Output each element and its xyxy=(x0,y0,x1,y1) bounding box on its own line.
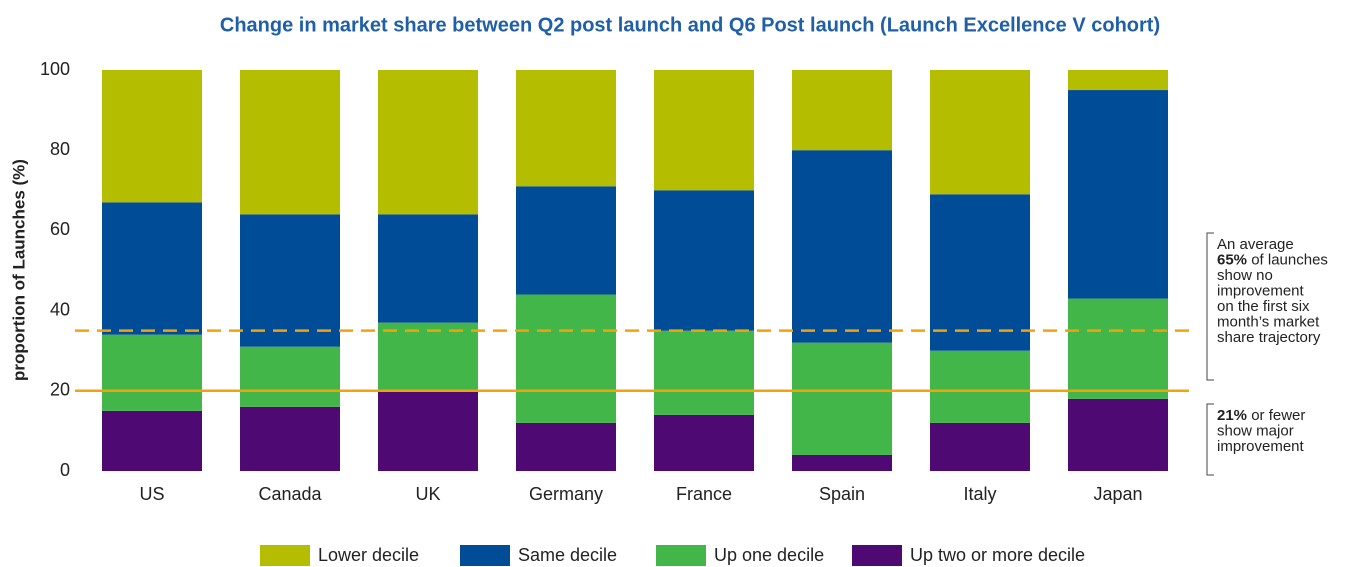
annotation-text: or fewer xyxy=(1251,407,1305,424)
bar-segment xyxy=(240,406,340,471)
annotation-bold: 21% xyxy=(1217,407,1247,424)
bar-segment xyxy=(378,70,478,215)
bar-segment xyxy=(516,70,616,187)
bar-segment xyxy=(240,346,340,407)
bar-segment xyxy=(516,422,616,471)
legend-label: Same decile xyxy=(518,545,617,565)
bar-segment xyxy=(240,70,340,215)
annotation-text: show major xyxy=(1217,422,1294,439)
bracket xyxy=(1206,403,1214,476)
bar-segment xyxy=(1068,70,1168,91)
legend-swatch xyxy=(656,545,706,566)
x-tick-label: Spain xyxy=(819,484,865,504)
annotation-text: on the first six xyxy=(1217,298,1310,315)
annotation-text: improvement xyxy=(1217,282,1305,299)
bar-segment xyxy=(378,214,478,323)
bar-segment xyxy=(102,334,202,411)
bar-segment xyxy=(654,414,754,471)
legend-label: Up one decile xyxy=(714,545,824,565)
bar-segment xyxy=(792,454,892,471)
x-tick-label: France xyxy=(676,484,732,504)
legend-swatch xyxy=(460,545,510,566)
bar-segment xyxy=(102,202,202,335)
bar-segment xyxy=(930,350,1030,423)
bar-segment xyxy=(1068,398,1168,471)
bar-segment xyxy=(102,70,202,203)
bar-segment xyxy=(930,70,1030,195)
y-tick-label: 20 xyxy=(50,380,70,400)
bar-segment xyxy=(1068,298,1168,399)
legend-swatch xyxy=(260,545,310,566)
bar-segment xyxy=(516,186,616,295)
bar-segment xyxy=(654,330,754,415)
bar-segment xyxy=(378,390,478,471)
bar-segment xyxy=(654,70,754,191)
annotation-text: share trajectory xyxy=(1217,329,1321,346)
bar-segment xyxy=(102,410,202,471)
y-tick-label: 60 xyxy=(50,219,70,239)
annotation-text: improvement xyxy=(1217,438,1305,455)
bar-segment xyxy=(516,294,616,423)
y-tick-label: 0 xyxy=(60,460,70,480)
chart-title: Change in market share between Q2 post l… xyxy=(220,14,1160,36)
bar-segment xyxy=(654,190,754,331)
annotation-text: show no xyxy=(1217,267,1273,284)
x-tick-label: Canada xyxy=(258,484,322,504)
bar-segment xyxy=(792,70,892,151)
legend-label: Lower decile xyxy=(318,545,419,565)
bracket xyxy=(1206,232,1214,381)
annotation-text: month’s market xyxy=(1217,313,1320,330)
bar-segment xyxy=(930,194,1030,351)
legend-label: Up two or more decile xyxy=(910,545,1085,565)
annotation-bold: 65% xyxy=(1217,251,1247,268)
annotation-text: An average xyxy=(1217,236,1294,253)
y-tick-label: 100 xyxy=(40,59,70,79)
y-tick-label: 40 xyxy=(50,299,70,319)
bar-segment xyxy=(792,150,892,343)
annotation-text: of launches xyxy=(1251,251,1328,268)
x-tick-label: UK xyxy=(415,484,440,504)
bar-segment xyxy=(792,342,892,455)
legend-swatch xyxy=(852,545,902,566)
bar-segment xyxy=(1068,90,1168,299)
x-tick-label: US xyxy=(139,484,164,504)
bar-segment xyxy=(378,322,478,391)
x-tick-label: Germany xyxy=(529,484,603,504)
y-tick-label: 80 xyxy=(50,139,70,159)
annotation-text: 65% of launches xyxy=(1217,251,1328,268)
bar-segment xyxy=(930,422,1030,471)
annotation-text: 21% or fewer xyxy=(1217,407,1305,424)
x-tick-label: Italy xyxy=(963,484,996,504)
y-axis-label: proportion of Launches (%) xyxy=(9,159,28,381)
x-tick-label: Japan xyxy=(1093,484,1142,504)
bar-segment xyxy=(240,214,340,347)
